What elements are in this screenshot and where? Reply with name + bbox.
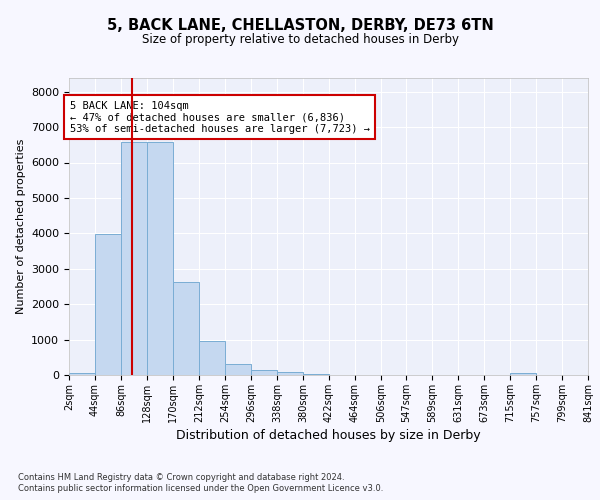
Bar — [303, 374, 329, 375]
Y-axis label: Number of detached properties: Number of detached properties — [16, 138, 26, 314]
Text: Contains public sector information licensed under the Open Government Licence v3: Contains public sector information licen… — [18, 484, 383, 493]
X-axis label: Distribution of detached houses by size in Derby: Distribution of detached houses by size … — [176, 429, 481, 442]
Text: 5, BACK LANE, CHELLASTON, DERBY, DE73 6TN: 5, BACK LANE, CHELLASTON, DERBY, DE73 6T… — [107, 18, 493, 32]
Bar — [121, 142, 147, 375]
Bar — [147, 142, 173, 375]
Bar — [173, 282, 199, 375]
Bar — [510, 373, 536, 375]
Bar — [251, 370, 277, 375]
Text: Size of property relative to detached houses in Derby: Size of property relative to detached ho… — [142, 32, 458, 46]
Bar — [95, 234, 121, 375]
Bar — [69, 373, 95, 375]
Text: 5 BACK LANE: 104sqm
← 47% of detached houses are smaller (6,836)
53% of semi-det: 5 BACK LANE: 104sqm ← 47% of detached ho… — [70, 100, 370, 134]
Bar — [199, 342, 225, 375]
Text: Contains HM Land Registry data © Crown copyright and database right 2024.: Contains HM Land Registry data © Crown c… — [18, 472, 344, 482]
Bar — [277, 372, 303, 375]
Bar — [225, 364, 251, 375]
